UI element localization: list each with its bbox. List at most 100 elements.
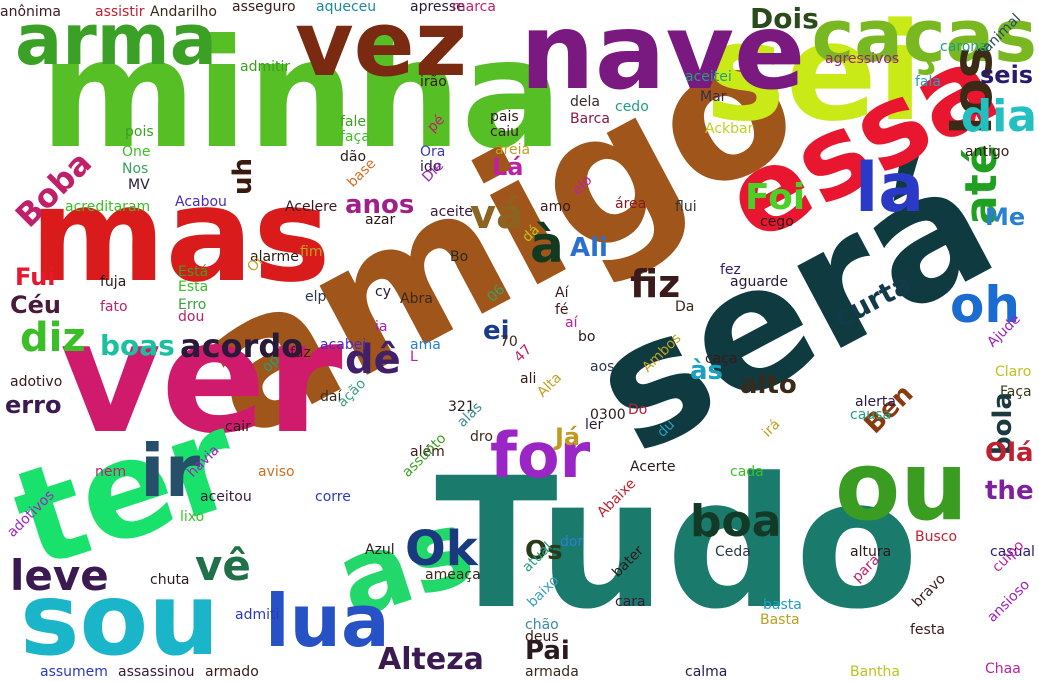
word-18: ir — [140, 429, 201, 513]
word-133: aos — [590, 359, 615, 375]
word-52: Já — [555, 423, 581, 451]
word-121: aí — [565, 315, 578, 331]
word-80: fala — [915, 74, 941, 90]
word-51: alto — [740, 370, 797, 400]
word-15: ou — [835, 432, 968, 542]
word-98: aceite — [430, 204, 473, 220]
word-130: 70 — [500, 334, 518, 350]
word-64: apresse — [410, 0, 465, 15]
word-109: Está — [178, 264, 209, 280]
word-114: fato — [100, 299, 128, 315]
word-163: corre — [315, 489, 351, 505]
word-57: Me — [985, 203, 1026, 231]
word-191: assassinou — [118, 664, 195, 680]
word-42: Olá — [985, 438, 1034, 468]
word-5: mas — [30, 159, 331, 311]
word-186: Basta — [760, 612, 800, 628]
word-46: uh — [228, 157, 258, 195]
word-58: Lá — [492, 153, 524, 181]
word-70: caiu — [490, 124, 520, 140]
word-148: 0300 — [590, 407, 626, 423]
word-135: caça — [705, 351, 738, 367]
word-112: dou — [178, 309, 205, 325]
word-54: Céu — [10, 291, 61, 319]
word-31: vá — [470, 192, 524, 238]
word-13: arma — [15, 0, 217, 81]
word-185: basta — [763, 597, 802, 613]
word-160: nem — [95, 464, 127, 480]
word-128: faz — [290, 345, 311, 361]
word-85: MV — [128, 177, 150, 193]
word-36: acordo — [180, 327, 304, 365]
word-97: azar — [365, 212, 396, 228]
word-94: Acabou — [175, 194, 227, 210]
word-48: Ali — [570, 233, 608, 263]
word-68: dela — [570, 94, 600, 110]
word-137: Claro — [995, 364, 1032, 380]
word-110: Esta — [178, 279, 209, 295]
word-88: dão — [340, 149, 367, 165]
word-71: areia — [495, 142, 531, 158]
word-16: lua — [265, 579, 390, 663]
word-107: Bo — [450, 249, 469, 265]
word-158: Acerte — [630, 459, 676, 475]
word-194: calma — [685, 664, 728, 680]
word-84: Nos — [122, 161, 149, 177]
word-82: pois — [125, 124, 154, 140]
word-101: área — [615, 196, 647, 212]
word-162: aviso — [258, 464, 295, 480]
word-196: Chaa — [985, 661, 1021, 677]
word-123: fez — [720, 262, 741, 278]
word-96: Acelere — [285, 199, 338, 215]
word-144: 321 — [448, 399, 475, 415]
word-193: armada — [525, 664, 579, 680]
word-90: Ora — [420, 144, 446, 160]
word-169: dor — [560, 534, 584, 550]
word-104: alarme — [250, 249, 299, 265]
word-37: boas — [100, 329, 175, 362]
word-24: à — [530, 216, 564, 274]
word-72: Barca — [570, 111, 610, 127]
word-10: sou — [20, 561, 220, 678]
word-105: fim — [300, 244, 323, 260]
word-129: L — [410, 349, 418, 365]
word-184: deus — [525, 629, 559, 645]
word-189: ansioso — [984, 576, 1034, 626]
word-0: minha — [40, 8, 563, 182]
word-120: fé — [555, 302, 569, 318]
word-95: acreditaram — [65, 199, 151, 215]
word-150: ler — [585, 417, 604, 433]
word-118: Aí — [555, 285, 569, 301]
word-78: carona — [940, 39, 988, 55]
word-195: Bantha — [850, 664, 900, 680]
word-69: pais — [490, 109, 519, 125]
word-30: diz — [20, 315, 86, 361]
word-103: cego — [760, 214, 794, 230]
word-172: Busco — [915, 529, 958, 545]
word-171: altura — [850, 544, 892, 560]
word-124: aguarde — [730, 274, 788, 290]
word-176: ameaça — [425, 567, 481, 583]
word-116: cy — [375, 284, 391, 300]
word-81: antigo — [965, 144, 1010, 160]
word-29: dê — [345, 337, 401, 383]
word-76: Ackbar — [705, 121, 754, 137]
word-190: assumem — [40, 664, 108, 680]
word-111: Erro — [178, 297, 207, 313]
word-45: Pai — [525, 636, 570, 666]
word-28: vê — [195, 541, 251, 590]
word-21: oh — [950, 276, 1020, 334]
word-165: lixo — [180, 509, 205, 525]
word-8: nave — [520, 0, 806, 113]
word-44: Os — [525, 536, 563, 566]
word-143: ali — [520, 371, 537, 387]
word-2: Tudo — [435, 440, 919, 649]
word-182: chão — [525, 617, 559, 633]
word-159: cada — [730, 464, 764, 480]
word-56: seis — [980, 61, 1034, 89]
word-115: elp — [305, 289, 327, 305]
word-188: festa — [910, 622, 945, 638]
word-66: admitir — [240, 59, 291, 75]
word-117: Abra — [400, 291, 433, 307]
word-62: asseguro — [232, 0, 296, 15]
